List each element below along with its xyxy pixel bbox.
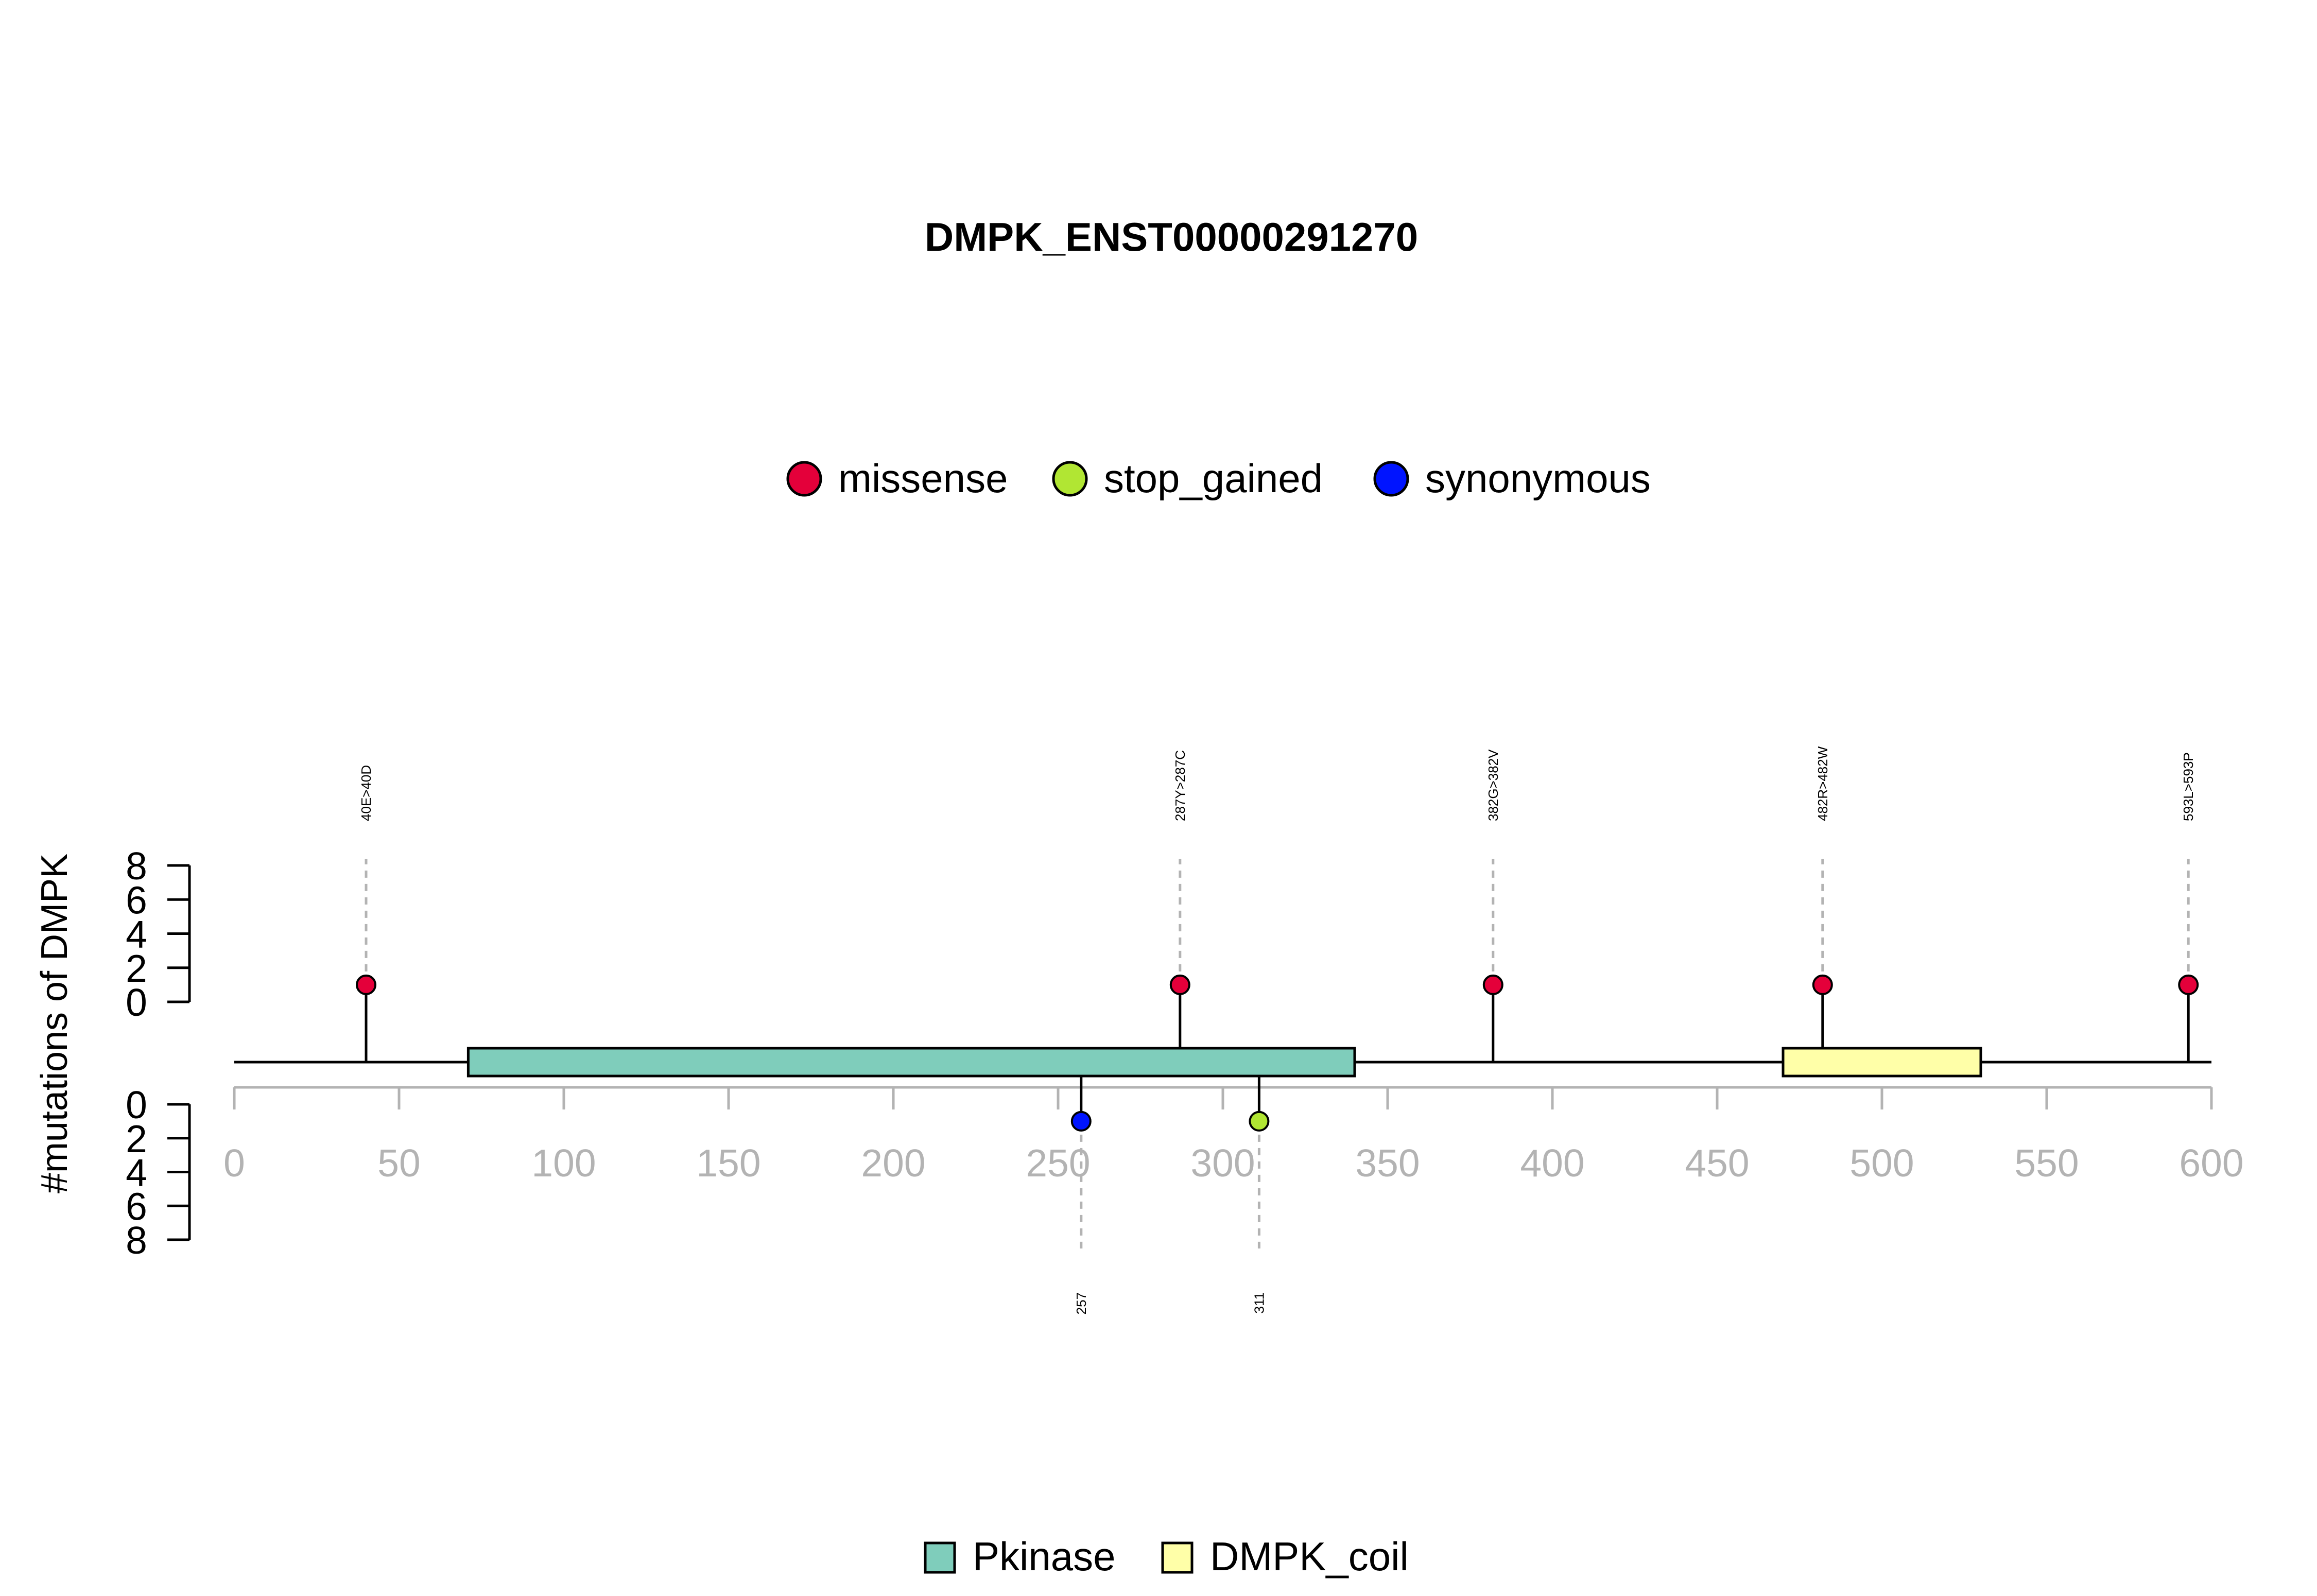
x-tick-label: 600	[2179, 1141, 2243, 1185]
mutation-point	[1169, 974, 1190, 995]
x-tick-label: 450	[1685, 1141, 1749, 1185]
legend-marker-missense	[786, 461, 822, 497]
lower-y-tick-label: 8	[126, 1219, 147, 1262]
x-tick-label: 300	[1190, 1141, 1255, 1185]
protein-domains	[466, 1047, 1982, 1078]
x-axis: 0 50 100 150 200 250 300 350 400 450 500 550 600	[223, 1086, 2244, 1185]
upper-y-tick-label: 4	[126, 913, 147, 956]
legend-label-missense: missense	[838, 456, 1008, 501]
y-axis-label: #mutations of DMPK	[34, 854, 75, 1193]
x-tick-label: 350	[1355, 1141, 1420, 1185]
mutation-label: 593L>593P	[2181, 752, 2196, 821]
mutation-label: 287Y>287C	[1172, 750, 1188, 821]
lower-y-tick-label: 0	[126, 1083, 147, 1126]
mutation-label: 382G>382V	[1485, 749, 1501, 821]
mutation-label: 482R>482W	[1815, 746, 1830, 821]
lower-y-tick-label: 6	[126, 1185, 147, 1228]
legend-label-synonymous: synonymous	[1425, 456, 1651, 501]
mutation-points	[356, 974, 2199, 1132]
lower-y-tick-label: 4	[126, 1151, 147, 1194]
domain-legend-swatch	[1161, 1541, 1194, 1574]
mutation-legend: missense stop_gained synonymous	[786, 456, 1651, 501]
x-tick-label: 550	[2014, 1141, 2079, 1185]
legend-marker-stop_gained	[1052, 461, 1088, 497]
domain-legend-label: Pkinase	[973, 1534, 1116, 1579]
legend-marker-synonymous	[1373, 461, 1409, 497]
mutation-point	[1249, 1111, 1270, 1132]
mutation-point	[1812, 974, 1833, 995]
mutation-point	[356, 974, 376, 995]
upper-y-tick-label: 0	[126, 981, 147, 1024]
domain-legend-swatch	[924, 1541, 956, 1574]
x-tick-label: 400	[1520, 1141, 1584, 1185]
x-tick-label: 150	[696, 1141, 760, 1185]
mutation-label: 257	[1074, 1292, 1089, 1314]
legend-label-stop_gained: stop_gained	[1104, 456, 1323, 501]
mutation-point	[1070, 1111, 1092, 1132]
mutation-point	[1482, 974, 1503, 995]
domain-dmpk-coil	[1782, 1047, 1982, 1078]
mutation-label: 311	[1251, 1292, 1267, 1313]
mutation-point	[2178, 974, 2199, 995]
x-tick-label: 0	[223, 1141, 245, 1185]
chart-title: DMPK_ENST00000291270	[925, 214, 1418, 259]
domain-pkinase	[466, 1047, 1356, 1078]
x-tick-label: 250	[1026, 1141, 1090, 1185]
x-tick-label: 500	[1849, 1141, 1914, 1185]
upper-y-tick-label: 6	[126, 878, 147, 922]
x-tick-label: 200	[861, 1141, 925, 1185]
domain-legend: Pkinase DMPK_coil	[924, 1534, 1409, 1579]
upper-y-tick-label: 8	[126, 844, 147, 888]
domain-legend-label: DMPK_coil	[1210, 1534, 1409, 1579]
lower-y-tick-label: 2	[126, 1117, 147, 1160]
upper-y-tick-label: 2	[126, 947, 147, 990]
mutation-labels: 40E>40D 287Y>287C 382G>382V 482R>482W 593L>5…	[358, 746, 2196, 1314]
x-tick-label: 50	[377, 1141, 420, 1185]
x-tick-label: 100	[531, 1141, 596, 1185]
mutation-label: 40E>40D	[358, 765, 374, 821]
